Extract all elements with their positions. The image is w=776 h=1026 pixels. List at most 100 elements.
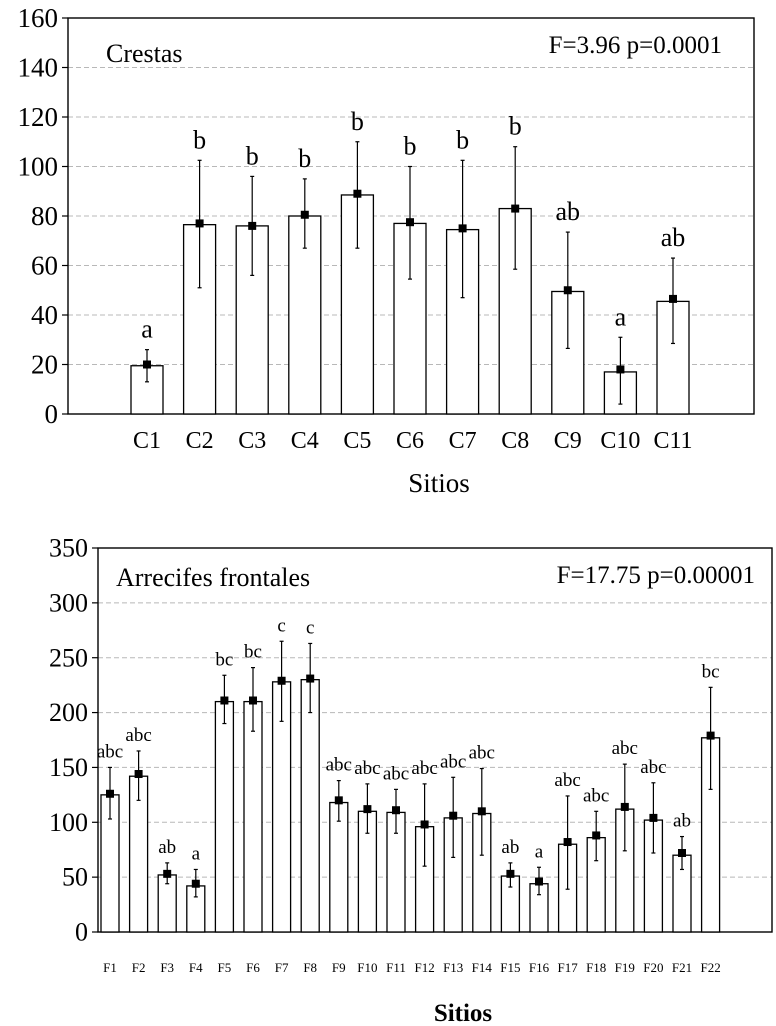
chart2-y-tick-label: 200 bbox=[49, 698, 88, 727]
chart2-sig-letter-F2: abc bbox=[125, 725, 151, 746]
chart2-mean-marker-F12 bbox=[420, 820, 429, 829]
chart2-sig-letter-F17: abc bbox=[554, 770, 580, 791]
chart1-mean-marker-C2 bbox=[195, 219, 204, 228]
chart2-mean-marker-F18 bbox=[592, 831, 601, 840]
chart1-sig-letter-C6: b bbox=[404, 132, 417, 161]
chart2-x-tick-label: F16 bbox=[529, 960, 550, 975]
chart2-mean-marker-F21 bbox=[678, 849, 686, 858]
chart1-sig-letter-C9: ab bbox=[556, 197, 581, 226]
chart1-y-tick-label: 20 bbox=[31, 349, 58, 379]
chart2-sig-letter-F21: ab bbox=[673, 811, 691, 832]
chart2-sig-letter-F9: abc bbox=[326, 755, 352, 776]
chart2-mean-marker-F8 bbox=[306, 674, 315, 683]
chart2-mean-marker-F15 bbox=[506, 869, 515, 878]
chart2-mean-marker-F14 bbox=[477, 807, 486, 816]
chart2-plot-frame bbox=[97, 547, 773, 933]
chart2-bar-F5 bbox=[214, 700, 235, 933]
chart2-mean-marker-F9 bbox=[334, 796, 343, 805]
chart2-y-tick-label: 0 bbox=[75, 918, 88, 947]
chart1-x-tick-label: C1 bbox=[133, 428, 161, 454]
chart2-sig-letter-F11: abc bbox=[383, 763, 409, 784]
chart2-x-tick-label: F4 bbox=[189, 960, 203, 975]
chart2-x-tick-label: F7 bbox=[275, 960, 289, 975]
chart1-mean-marker-C6 bbox=[406, 218, 414, 227]
chart2-sig-letter-F6: bc bbox=[244, 642, 262, 663]
chart1-anova-stat: F=3.96 p=0.0001 bbox=[549, 32, 722, 59]
chart1-y-tick-label: 60 bbox=[31, 250, 58, 280]
chart2-mean-marker-F1 bbox=[106, 789, 114, 798]
chart2-y-tick-label: 100 bbox=[49, 808, 88, 837]
chart2-sig-letter-F10: abc bbox=[354, 758, 380, 779]
chart2-panel-title: Arrecifes frontales bbox=[116, 563, 310, 592]
chart1-sig-letter-C8: b bbox=[509, 112, 522, 141]
chart2-y-tick-label: 150 bbox=[49, 753, 88, 782]
chart2-sig-letter-F12: abc bbox=[411, 758, 437, 779]
chart2-x-tick-label: F18 bbox=[586, 960, 606, 975]
chart1-y-tick-label: 160 bbox=[18, 3, 59, 33]
chart2-x-tick-label: F21 bbox=[672, 960, 692, 975]
chart2-sig-letter-F13: abc bbox=[440, 751, 466, 772]
chart1-sig-letter-C3: b bbox=[246, 141, 259, 170]
chart1-x-tick-label: C2 bbox=[186, 428, 214, 454]
chart1-x-tick-label: C8 bbox=[501, 428, 529, 454]
chart2-x-axis-label: Sitios bbox=[434, 1000, 493, 1026]
chart2-x-tick-label: F15 bbox=[500, 960, 520, 975]
chart2-mean-marker-F2 bbox=[134, 770, 143, 779]
chart2-mean-marker-F4 bbox=[191, 879, 200, 888]
chart2-mean-marker-F11 bbox=[392, 806, 400, 815]
chart2-mean-marker-F13 bbox=[449, 811, 458, 820]
chart1-x-axis-label: Sitios bbox=[408, 468, 470, 498]
chart2-sig-letter-F18: abc bbox=[583, 785, 609, 806]
chart2-bar-F9 bbox=[329, 801, 349, 933]
chart1-sig-letter-C10: a bbox=[615, 302, 627, 331]
chart1-mean-marker-C3 bbox=[248, 221, 257, 230]
chart2-x-tick-label: F22 bbox=[700, 960, 720, 975]
chart1-y-tick-label: 120 bbox=[18, 102, 59, 132]
chart2-mean-marker-F19 bbox=[620, 802, 629, 811]
chart2-mean-marker-F22 bbox=[706, 731, 715, 740]
chart1-mean-marker-C8 bbox=[511, 204, 520, 213]
chart1-sig-letter-C1: a bbox=[141, 315, 153, 344]
chart2-sig-letter-F16: a bbox=[535, 841, 544, 862]
chart2-x-tick-label: F2 bbox=[132, 960, 146, 975]
chart2-sig-letter-F15: ab bbox=[501, 837, 519, 858]
chart2-x-tick-label: F3 bbox=[160, 960, 174, 975]
chart1-sig-letter-C5: b bbox=[351, 107, 364, 136]
chart1-mean-marker-C1 bbox=[143, 360, 151, 369]
chart2-x-tick-label: F1 bbox=[103, 960, 117, 975]
chart1-sig-letter-C7: b bbox=[456, 125, 469, 154]
chart1-y-tick-label: 100 bbox=[18, 151, 59, 181]
chart2-y-tick-label: 300 bbox=[49, 588, 88, 617]
chart2-x-tick-label: F19 bbox=[615, 960, 635, 975]
chart2-mean-marker-F3 bbox=[163, 869, 172, 878]
chart2-y-tick-label: 350 bbox=[49, 534, 88, 563]
chart2-mean-marker-F20 bbox=[649, 813, 658, 822]
chart2-bar-F6 bbox=[243, 700, 263, 933]
chart2-mean-marker-F6 bbox=[249, 696, 257, 705]
chart2-x-tick-label: F8 bbox=[303, 960, 317, 975]
chart2-x-tick-label: F11 bbox=[386, 960, 406, 975]
chart2-y-tick-label: 250 bbox=[49, 643, 88, 672]
chart1-mean-marker-C4 bbox=[300, 210, 309, 219]
chart1-y-tick-label: 0 bbox=[45, 399, 59, 429]
chart2-x-tick-label: F20 bbox=[643, 960, 663, 975]
chart2-y-tick-label: 50 bbox=[62, 863, 88, 892]
chart1-x-tick-label: C3 bbox=[238, 428, 266, 454]
chart1-panel-title: Crestas bbox=[106, 39, 183, 68]
chart2-x-tick-label: F10 bbox=[357, 960, 377, 975]
chart2-sig-letter-F7: c bbox=[277, 615, 285, 636]
chart2-sig-letter-F19: abc bbox=[612, 738, 638, 759]
chart1-y-tick-label: 40 bbox=[31, 300, 58, 330]
chart1-y-tick-label: 140 bbox=[18, 52, 59, 82]
chart1-y-tick-label: 80 bbox=[31, 201, 58, 231]
chart2-sig-letter-F20: abc bbox=[640, 757, 666, 778]
chart1-x-tick-label: C11 bbox=[653, 428, 692, 454]
chart2-sig-letter-F1: abc bbox=[97, 741, 123, 762]
chart2-x-tick-label: F14 bbox=[472, 960, 493, 975]
chart1-mean-marker-C11 bbox=[669, 294, 677, 303]
chart2-x-tick-label: F12 bbox=[414, 960, 434, 975]
chart1-mean-marker-C5 bbox=[353, 189, 362, 198]
chart1-sig-letter-C2: b bbox=[193, 125, 206, 154]
chart2-mean-marker-F16 bbox=[535, 877, 543, 886]
